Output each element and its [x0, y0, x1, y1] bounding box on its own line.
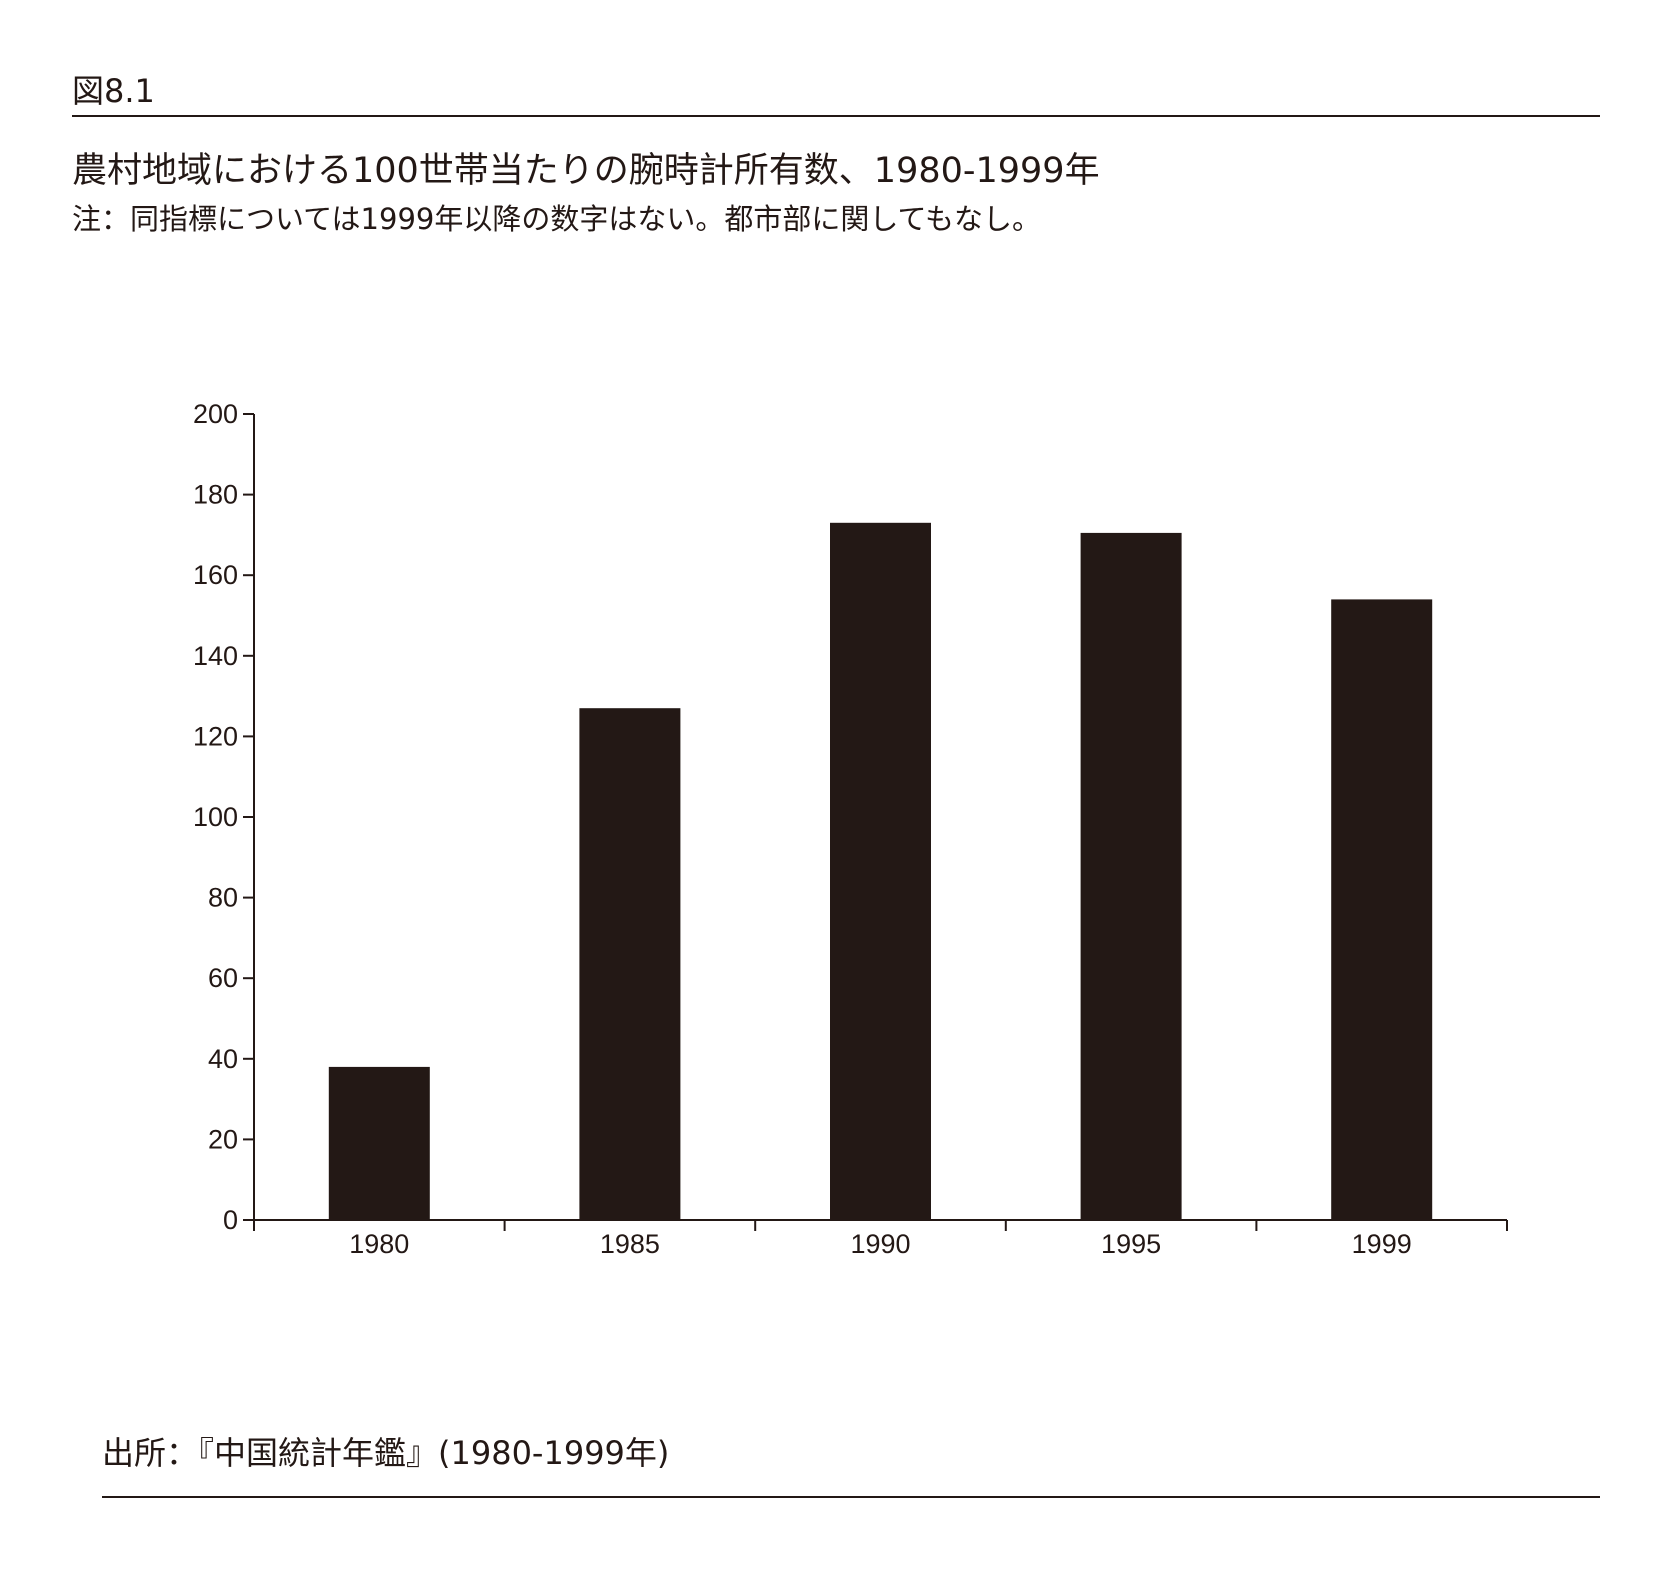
- bottom-rule: [102, 1496, 1600, 1498]
- x-tick-label-1995: 1995: [1101, 1229, 1161, 1259]
- x-tick-label-1985: 1985: [600, 1229, 660, 1259]
- top-rule: [72, 115, 1600, 117]
- source-note: 出所：『中国統計年鑑』(1980-1999年): [102, 1434, 670, 1472]
- y-tick-label-200: 200: [193, 399, 238, 429]
- bar-1999: [1331, 599, 1433, 1220]
- bars-group: [328, 522, 1433, 1220]
- figure-label: 図8.1: [72, 72, 155, 110]
- axes-group: 0 20 40 60 80 100 120 140 160 180 200 1980 1985 1990 1…: [193, 399, 1508, 1259]
- y-tick-label-20: 20: [208, 1124, 238, 1154]
- y-tick-label-40: 40: [208, 1044, 238, 1074]
- y-tick-label-60: 60: [208, 963, 238, 993]
- y-tick-label-160: 160: [193, 560, 238, 590]
- chart-note: 注：同指標については1999年以降の数字はない。都市部に関してもなし。: [72, 202, 1042, 236]
- x-tick-label-1999: 1999: [1352, 1229, 1412, 1259]
- bar-1985: [579, 708, 681, 1220]
- x-tick-label-1990: 1990: [850, 1229, 910, 1259]
- bar-1980: [328, 1066, 430, 1220]
- y-tick-label-180: 180: [193, 480, 238, 510]
- y-tick-label-0: 0: [223, 1205, 238, 1235]
- bar-1995: [1080, 532, 1182, 1220]
- y-tick-label-120: 120: [193, 721, 238, 751]
- y-tick-label-100: 100: [193, 802, 238, 832]
- y-tick-label-80: 80: [208, 883, 238, 913]
- y-tick-label-140: 140: [193, 641, 238, 671]
- bar-1990: [830, 522, 931, 1220]
- chart-title: 農村地域における100世帯当たりの腕時計所有数、1980-1999年: [72, 151, 1100, 191]
- x-tick-label-1980: 1980: [349, 1229, 409, 1259]
- bar-chart: 0 20 40 60 80 100 120 140 160 180 200 1980 1985 1990 1…: [193, 399, 1508, 1259]
